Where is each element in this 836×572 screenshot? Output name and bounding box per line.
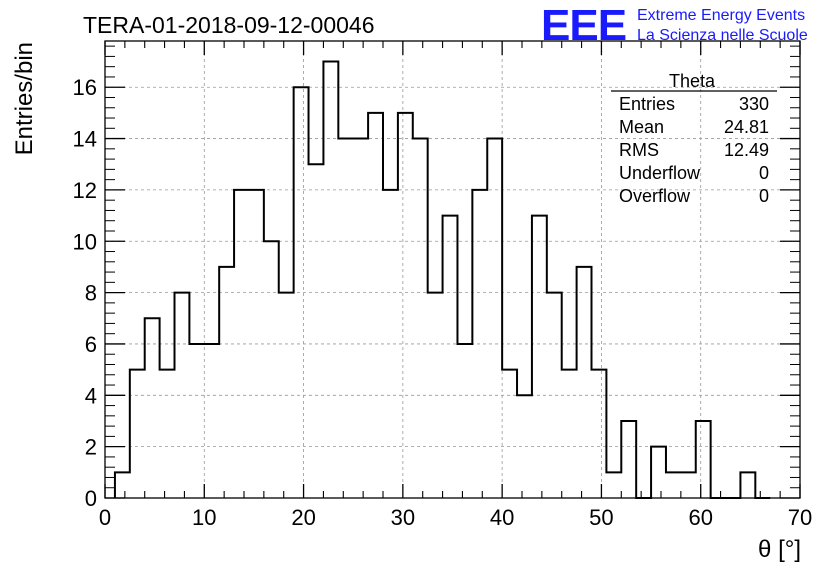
logo-line2: La Scienza nelle Scuole	[637, 27, 808, 44]
stats-box-label: Entries	[619, 94, 675, 114]
x-tick-label: 20	[291, 505, 315, 530]
stats-box-label: Mean	[619, 117, 664, 137]
axis-ticks	[104, 41, 801, 499]
histogram-bin	[204, 344, 219, 498]
stats-box: Theta Entries 330 Mean 24.81 RMS 12.49 Underfl…	[611, 71, 777, 206]
stats-box-value: 0	[759, 163, 769, 183]
histogram-bin	[443, 216, 458, 498]
histogram-bin	[457, 344, 472, 498]
histogram-bin	[189, 344, 204, 498]
logo: EEE Extreme Energy Events La Scienza nel…	[541, 1, 808, 50]
histogram-bin	[606, 472, 621, 498]
histogram-bin	[115, 472, 130, 498]
histogram-bin	[562, 370, 577, 498]
x-tick-label: 40	[490, 505, 514, 530]
y-tick-label: 6	[85, 332, 97, 357]
histogram-bin	[681, 472, 696, 498]
stats-box-label: Overflow	[619, 186, 691, 206]
stats-box-value: 330	[739, 94, 769, 114]
x-tick-label: 10	[192, 505, 216, 530]
histogram-bin	[621, 421, 636, 498]
logo-mark: EEE	[541, 1, 626, 50]
x-tick-label: 60	[688, 505, 712, 530]
histogram-bin	[696, 421, 711, 498]
y-tick-labels: 0 2 4 6 8 10 12 14 16	[73, 75, 97, 511]
y-tick-label: 12	[73, 178, 97, 203]
stats-box-title: Theta	[669, 71, 716, 91]
chart-title: TERA-01-2018-09-12-00046	[83, 12, 375, 38]
histogram-bin	[592, 370, 607, 498]
y-tick-label: 8	[85, 281, 97, 306]
y-tick-label: 10	[73, 229, 97, 254]
stats-box-label: RMS	[619, 140, 659, 160]
x-tick-label: 30	[391, 505, 415, 530]
histogram-bin	[740, 472, 755, 498]
histogram-bin	[368, 113, 383, 498]
x-tick-labels: 0 10 20 30 40 50 60 70	[99, 505, 812, 530]
histogram	[113, 60, 771, 499]
stats-box-label: Underflow	[619, 163, 701, 183]
y-tick-label: 4	[85, 383, 97, 408]
stats-box-value: 12.49	[724, 140, 769, 160]
y-tick-label: 2	[85, 435, 97, 460]
histogram-bin	[145, 318, 160, 498]
y-tick-label: 16	[73, 75, 97, 100]
histogram-bin	[234, 190, 249, 498]
histogram-bin	[577, 267, 592, 498]
histogram-bin	[338, 139, 353, 498]
stats-box-value: 24.81	[724, 117, 769, 137]
histogram-bin	[160, 370, 175, 498]
histogram-bin	[413, 139, 428, 498]
histogram-bin	[130, 370, 145, 498]
histogram-bin	[651, 447, 666, 498]
histogram-bin	[532, 216, 547, 498]
x-axis-label: θ [°]	[758, 536, 801, 563]
x-tick-label: 0	[99, 505, 111, 530]
histogram-bin	[175, 293, 190, 498]
y-tick-label: 14	[73, 127, 97, 152]
histogram-bin	[264, 241, 279, 498]
stats-box-value: 0	[759, 186, 769, 206]
histogram-outline	[113, 60, 771, 499]
histogram-bin	[487, 139, 502, 498]
histogram-bin	[353, 139, 368, 498]
x-tick-label: 70	[788, 505, 812, 530]
histogram-bin	[398, 113, 413, 498]
histogram-bin	[309, 164, 324, 498]
histogram-bin	[323, 62, 338, 498]
logo-line1: Extreme Energy Events	[637, 7, 805, 24]
histogram-bin	[294, 87, 309, 498]
y-axis-label: Entries/bin	[11, 42, 38, 155]
x-tick-label: 50	[589, 505, 613, 530]
histogram-bin	[666, 472, 681, 498]
plot-frame	[104, 40, 801, 499]
y-tick-label: 0	[85, 486, 97, 511]
histogram-bin	[502, 370, 517, 498]
histogram-bin	[219, 267, 234, 498]
